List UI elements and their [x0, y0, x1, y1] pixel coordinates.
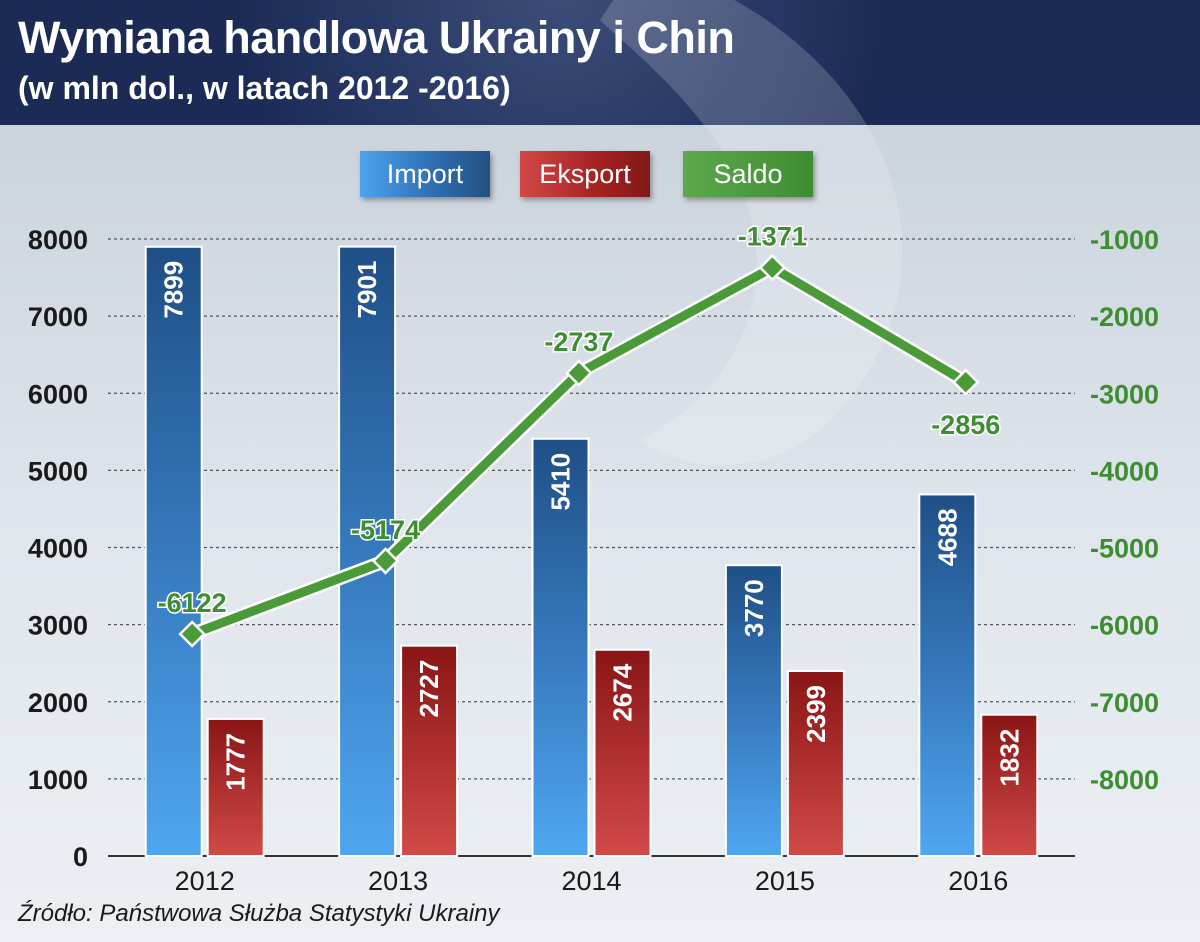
- bar-export-label: 2727: [414, 660, 444, 718]
- bars: [144, 245, 1039, 858]
- bar-export-label: 1777: [221, 733, 251, 791]
- saldo-value-label: -1371: [738, 222, 807, 252]
- bar-export: [206, 717, 265, 857]
- x-tick-label: 2016: [948, 866, 1008, 896]
- x-tick-label: 2014: [561, 866, 621, 896]
- bar-import: [918, 493, 977, 857]
- chart-subtitle: (w mln dol., w latach 2012 -2016): [18, 70, 511, 106]
- y-tick-label: 6000: [28, 379, 88, 409]
- header-banner: Wymiana handlowa Ukrainy i Chin (w mln d…: [0, 0, 1200, 125]
- x-tick-label: 2015: [755, 866, 815, 896]
- saldo-value-label: -6122: [158, 588, 227, 618]
- saldo-marker: [758, 253, 787, 282]
- y2-tick-label: -3000: [1090, 379, 1159, 409]
- legend-export-label: Eksport: [539, 158, 631, 189]
- bar-export-label: 2674: [608, 663, 638, 721]
- legend-import-label: Import: [386, 158, 464, 189]
- saldo-marker: [565, 359, 593, 387]
- bar-import-label: 5410: [546, 453, 576, 511]
- saldo-marker: [178, 620, 206, 648]
- legend-import: Import: [360, 151, 490, 197]
- y2-tick-label: -4000: [1090, 456, 1159, 486]
- legend-export: Eksport: [520, 151, 650, 197]
- saldo-value-label: -5174: [351, 515, 420, 545]
- y2-tick-label: -6000: [1090, 611, 1159, 641]
- bar-import-label: 3770: [739, 579, 769, 637]
- bar-export: [786, 669, 845, 857]
- saldo-marker: [951, 368, 980, 396]
- bar-import: [144, 245, 203, 858]
- chart-title: Wymiana handlowa Ukrainy i Chin: [18, 12, 735, 63]
- bar-import-label: 7899: [159, 261, 189, 319]
- x-tick-label: 2012: [175, 866, 235, 896]
- y-tick-label: 4000: [28, 534, 88, 564]
- bar-export-label: 1832: [994, 729, 1024, 787]
- legend-saldo: Saldo: [683, 151, 813, 197]
- bar-export-label: 2399: [801, 685, 831, 743]
- y2-tick-label: -2000: [1090, 302, 1159, 332]
- labels: 0 1000 2000 3000 4000 5000 6000 7000 8000 -8000 -7…: [28, 220, 1159, 896]
- legend-saldo-label: Saldo: [713, 158, 783, 189]
- y2-tick-label: -5000: [1090, 534, 1159, 564]
- header-glow: [240, 0, 880, 125]
- y-tick-label: 3000: [28, 611, 88, 641]
- saldo-value-label: -2737: [544, 327, 613, 357]
- gridlines: [108, 238, 1075, 857]
- y-tick-label: 2000: [28, 688, 88, 718]
- y2-tick-label: -7000: [1090, 688, 1159, 718]
- saldo-line-group: [178, 253, 980, 648]
- bar-export: [593, 648, 652, 858]
- x-tick-label: 2013: [368, 866, 428, 896]
- y2-tick-label: -1000: [1090, 225, 1159, 255]
- y-tick-label: 8000: [28, 225, 88, 255]
- y2-tick-label: -8000: [1090, 765, 1159, 795]
- saldo-value-label: -2856: [931, 410, 1000, 440]
- bar-export: [400, 644, 459, 857]
- source-note: Źródło: Państwowa Służba Statystyki Ukra…: [18, 900, 500, 927]
- bar-export: [980, 713, 1039, 857]
- bar-import: [531, 437, 590, 857]
- y-tick-label: 1000: [28, 765, 88, 795]
- y-tick-label: 5000: [28, 456, 88, 486]
- bar-import: [724, 564, 783, 858]
- y-tick-label: 0: [73, 842, 88, 872]
- y-tick-label: 7000: [28, 302, 88, 332]
- bar-import-label: 4688: [932, 508, 962, 566]
- bar-import-label: 7901: [352, 261, 382, 319]
- saldo-marker: [371, 547, 400, 575]
